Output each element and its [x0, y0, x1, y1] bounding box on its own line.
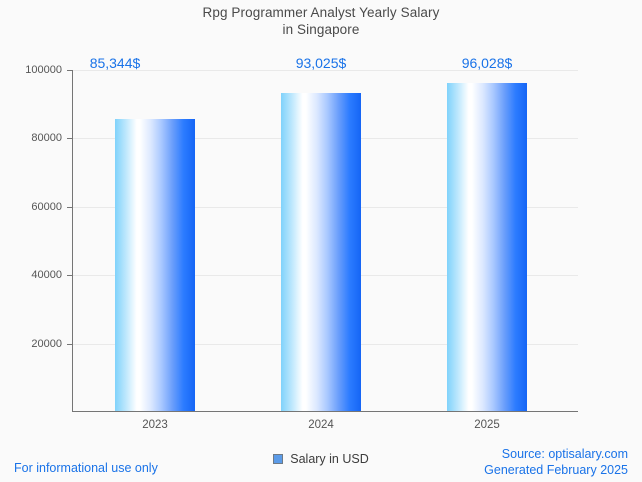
footer-source-block: Source: optisalary.com Generated Februar… [484, 446, 628, 478]
chart-title-line1: Rpg Programmer Analyst Yearly Salary [202, 5, 440, 20]
legend-swatch-icon [273, 454, 284, 464]
value-label-2024: 93,025$ [295, 55, 347, 71]
ytick-label-20000: 20000 [31, 337, 62, 350]
footer-disclaimer: For informational use only [14, 461, 158, 475]
ytick-mark-20000 [67, 343, 72, 345]
ytick-label-100000: 100000 [25, 64, 62, 76]
xtick-label-2024: 2024 [308, 419, 334, 431]
ytick-mark-60000 [67, 206, 72, 208]
ytick-mark-40000 [67, 275, 72, 277]
ytick-mark-80000 [67, 138, 72, 140]
ytick-label-40000: 40000 [31, 269, 62, 282]
ytick-label-80000: 80000 [31, 132, 62, 145]
footer-source: Source: optisalary.com [501, 447, 628, 461]
ytick-label-60000: 60000 [31, 200, 62, 213]
legend-label-salary-in-usd: Salary in USD [290, 452, 369, 466]
value-label-2023: 85,344$ [89, 55, 141, 71]
bar-2025[interactable] [447, 82, 527, 411]
chart-title-line2: in Singapore [282, 22, 360, 37]
x-axis-line [72, 411, 578, 412]
y-axis-line [72, 70, 73, 412]
bar-2023[interactable] [115, 119, 195, 411]
value-label-2025: 96,028$ [461, 55, 513, 71]
chart-legend: Salary in USD [0, 452, 642, 466]
bar-2024[interactable] [281, 92, 361, 411]
xtick-label-2023: 2023 [142, 419, 168, 431]
chart-title: Rpg Programmer Analyst Yearly Salary in … [0, 4, 642, 38]
plot-area: 100000 80000 60000 40000 20000 [25, 64, 578, 412]
gridline-100000 [73, 70, 578, 71]
footer-generated: Generated February 2025 [484, 463, 628, 477]
xtick-label-2025: 2025 [474, 419, 500, 431]
ytick-mark-100000 [67, 70, 72, 71]
